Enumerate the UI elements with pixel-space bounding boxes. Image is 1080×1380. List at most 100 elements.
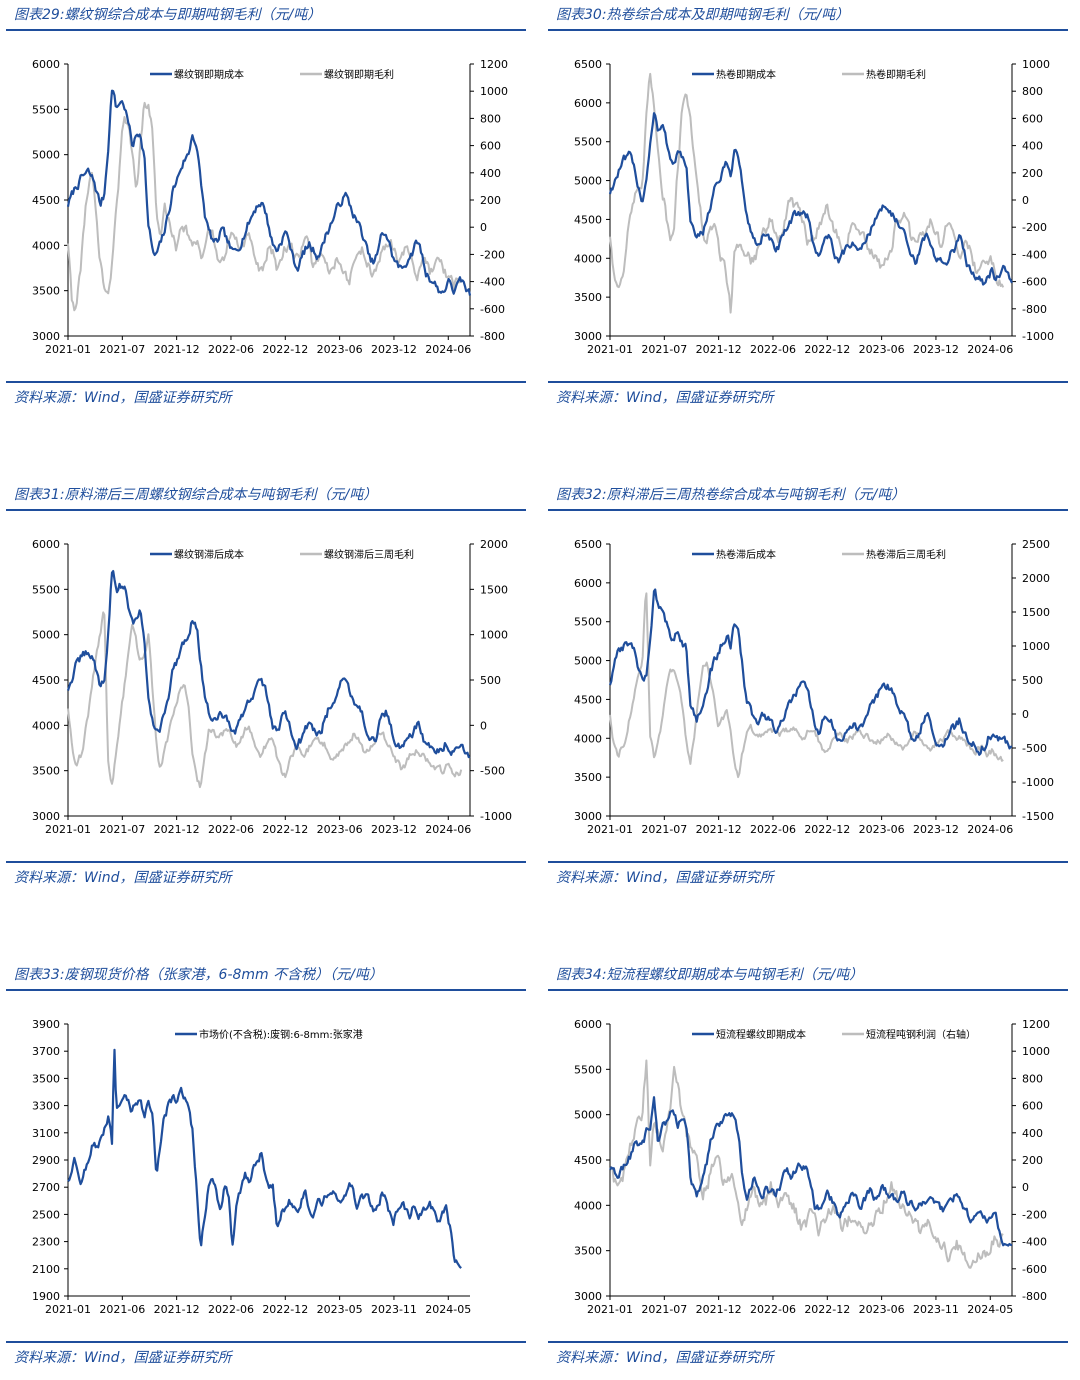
y-tick-label: 6000 xyxy=(32,538,60,551)
y2-tick-label: -1000 xyxy=(1022,330,1054,343)
y2-tick-label: 1200 xyxy=(1022,1018,1050,1031)
y-tick-label: 4000 xyxy=(32,719,60,732)
y-tick-label: 5000 xyxy=(574,175,602,188)
x-tick-label: 2022-12 xyxy=(804,1303,850,1316)
series-line-2 xyxy=(67,611,463,789)
y-tick-label: 3500 xyxy=(574,1245,602,1258)
title-rule xyxy=(548,509,1068,511)
chart-title: 图表29:螺纹钢综合成本与即期吨钢毛利（元/吨） xyxy=(14,7,322,23)
y-tick-label: 5000 xyxy=(32,629,60,642)
x-tick-label: 2022-06 xyxy=(750,1303,796,1316)
y2-tick-label: 0 xyxy=(480,719,487,732)
y2-tick-label: -200 xyxy=(1022,1208,1047,1221)
legend-label: 热卷即期毛利 xyxy=(866,68,926,81)
x-tick-label: 2023-06 xyxy=(317,343,363,356)
y2-tick-label: 200 xyxy=(1022,167,1043,180)
source-rule xyxy=(548,381,1068,383)
y-tick-label: 3500 xyxy=(32,285,60,298)
title-rule xyxy=(6,509,526,511)
y-tick-label: 4500 xyxy=(574,213,602,226)
x-tick-label: 2023-06 xyxy=(859,343,905,356)
x-tick-label: 2021-12 xyxy=(154,343,200,356)
y2-tick-label: -400 xyxy=(1022,248,1047,261)
x-tick-label: 2022-06 xyxy=(750,823,796,836)
line-chart: 3000 3500 4000 4500 5000 5500 6000 -1000 -500 0 50… xyxy=(32,538,512,836)
series-line-1 xyxy=(608,112,1013,286)
x-tick-label: 2024-05 xyxy=(425,1303,471,1316)
y-tick-label: 6000 xyxy=(574,1018,602,1031)
chart-panel-30: 图表30:热卷综合成本及即期吨钢毛利（元/吨） 3000 3500 4000 4500… xyxy=(542,0,1074,420)
x-tick-label: 2023-11 xyxy=(913,1303,959,1316)
x-tick-label: 2021-12 xyxy=(696,343,742,356)
y2-tick-label: 0 xyxy=(1022,1181,1029,1194)
x-tick-label: 2021-07 xyxy=(641,1303,687,1316)
line-chart: 1900 2100 2300 2500 2700 2900 3100 3300 3500 3700… xyxy=(32,1018,471,1316)
source-note: 资料来源：Wind，国盛证券研究所 xyxy=(14,870,232,886)
x-tick-label: 2023-12 xyxy=(371,343,417,356)
chart-panel-34: 图表34:短流程螺纹即期成本与吨钢毛利（元/吨） 3000 3500 4000 450… xyxy=(542,960,1074,1380)
line-chart: 30003500400045005000550060006500-1500-10… xyxy=(574,538,1054,836)
y2-tick-label: 2500 xyxy=(1022,538,1050,551)
x-tick-label: 2021-06 xyxy=(99,1303,145,1316)
chart-panel-31: 图表31:原料滞后三周螺纹钢综合成本与吨钢毛利（元/吨） 3000 3500 400… xyxy=(0,480,532,900)
y2-tick-label: 200 xyxy=(1022,1154,1043,1167)
chart-panel-29: 图表29:螺纹钢综合成本与即期吨钢毛利（元/吨） 3000 3500 4000 450… xyxy=(0,0,532,420)
y2-tick-label: 400 xyxy=(1022,140,1043,153)
series-line-2 xyxy=(609,592,1004,779)
y2-tick-label: -200 xyxy=(480,248,505,261)
x-tick-label: 2023-12 xyxy=(913,823,959,836)
y-tick-label: 6500 xyxy=(574,58,602,71)
y-tick-label: 6000 xyxy=(574,577,602,590)
y2-tick-label: 1000 xyxy=(1022,58,1050,71)
y2-tick-label: 1500 xyxy=(480,583,508,596)
y2-tick-label: 1200 xyxy=(480,58,508,71)
y2-tick-label: 500 xyxy=(1022,674,1043,687)
y-tick-label: 4500 xyxy=(574,693,602,706)
y2-tick-label: -1000 xyxy=(480,810,512,823)
y2-tick-label: -600 xyxy=(1022,1263,1047,1276)
y-tick-label: 3000 xyxy=(574,810,602,823)
x-tick-label: 2023-06 xyxy=(859,1303,905,1316)
legend-label: 市场价(不含税):废钢:6-8mm:张家港 xyxy=(199,1028,363,1041)
source-rule xyxy=(6,861,526,863)
title-rule xyxy=(548,29,1068,31)
source-note: 资料来源：Wind，国盛证券研究所 xyxy=(556,870,774,886)
y2-tick-label: 600 xyxy=(480,140,501,153)
x-tick-label: 2022-06 xyxy=(208,823,254,836)
x-tick-label: 2022-06 xyxy=(208,1303,254,1316)
x-tick-label: 2024-06 xyxy=(425,823,471,836)
y2-tick-label: -600 xyxy=(1022,276,1047,289)
x-tick-label: 2022-12 xyxy=(804,343,850,356)
y2-tick-label: 200 xyxy=(480,194,501,207)
x-tick-label: 2021-12 xyxy=(154,823,200,836)
y-tick-label: 2900 xyxy=(32,1154,60,1167)
y-tick-label: 3700 xyxy=(32,1045,60,1058)
y2-tick-label: 2000 xyxy=(480,538,508,551)
x-tick-label: 2022-12 xyxy=(262,343,308,356)
y2-tick-label: 600 xyxy=(1022,1100,1043,1113)
x-tick-label: 2021-07 xyxy=(99,343,145,356)
x-tick-label: 2021-07 xyxy=(99,823,145,836)
x-tick-label: 2021-12 xyxy=(696,823,742,836)
x-tick-label: 2021-01 xyxy=(587,1303,633,1316)
x-tick-label: 2024-06 xyxy=(967,823,1013,836)
x-tick-label: 2022-12 xyxy=(262,823,308,836)
y2-tick-label: -600 xyxy=(480,303,505,316)
y2-tick-label: 0 xyxy=(1022,708,1029,721)
x-tick-label: 2024-06 xyxy=(967,343,1013,356)
line-chart: 3000350040004500500055006000-800-600-400… xyxy=(32,58,508,356)
legend-label: 热卷即期成本 xyxy=(716,68,776,81)
y-tick-label: 2500 xyxy=(32,1208,60,1221)
x-tick-label: 2021-07 xyxy=(641,343,687,356)
source-rule xyxy=(6,1341,526,1343)
y-tick-label: 4500 xyxy=(574,1154,602,1167)
y-tick-label: 5500 xyxy=(32,583,60,596)
y-tick-label: 4000 xyxy=(574,732,602,745)
y2-tick-label: 800 xyxy=(1022,1072,1043,1085)
y2-tick-label: -400 xyxy=(1022,1236,1047,1249)
source-rule xyxy=(548,861,1068,863)
y2-tick-label: -800 xyxy=(1022,303,1047,316)
y-tick-label: 2100 xyxy=(32,1263,60,1276)
x-tick-label: 2024-06 xyxy=(425,343,471,356)
y-tick-label: 3100 xyxy=(32,1127,60,1140)
